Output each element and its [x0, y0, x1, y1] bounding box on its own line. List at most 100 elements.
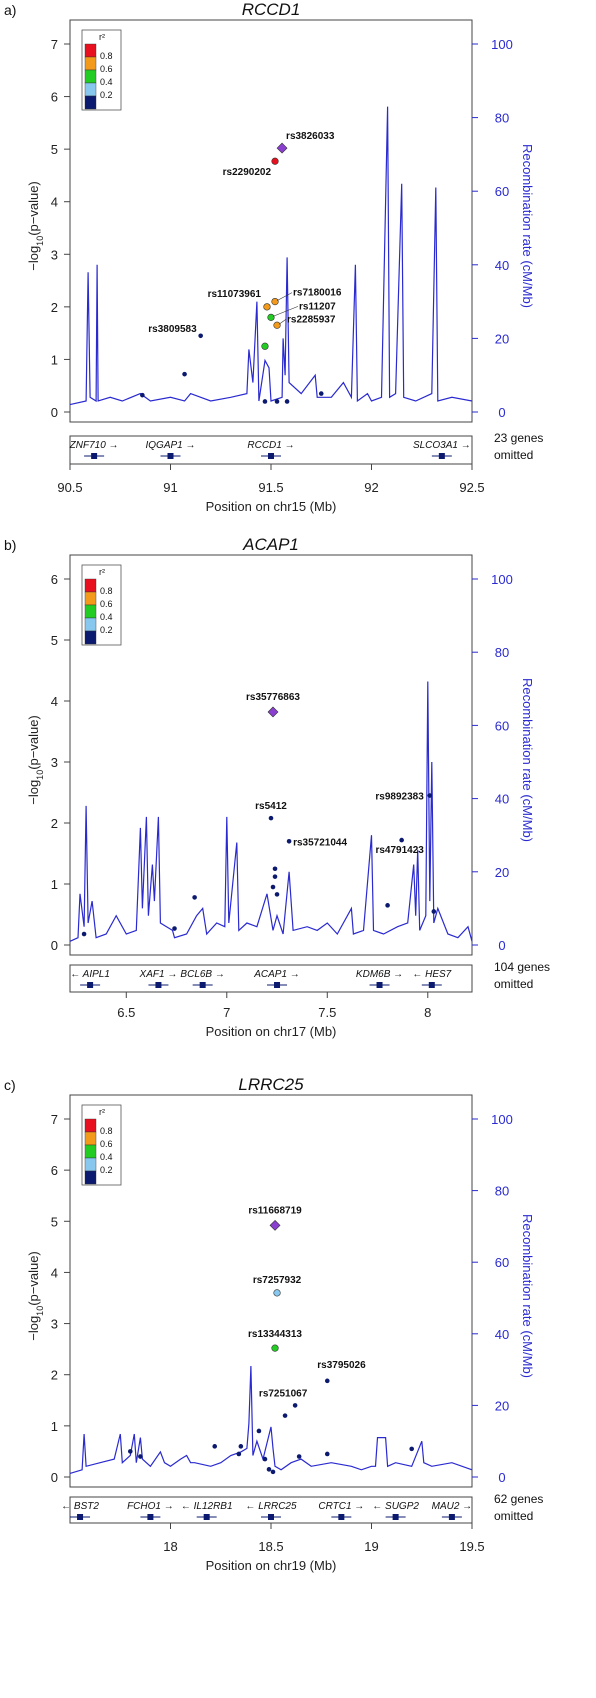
x-tick-label: 6.5 — [117, 1005, 135, 1020]
x-tick-label: 92.5 — [459, 480, 484, 495]
y-tick-label: 1 — [51, 352, 58, 367]
legend-swatch — [84, 95, 97, 110]
snp-point — [138, 1454, 143, 1459]
gene-label: KDM6B → — [356, 969, 403, 980]
genes-omitted-count: 104 genes — [494, 960, 550, 974]
snp-label: rs2290202 — [223, 167, 272, 178]
gene-label: IQGAP1 → — [145, 440, 195, 451]
snp-point — [236, 1451, 242, 1457]
gene-exon — [448, 1514, 455, 1520]
lead-snp-point — [267, 706, 279, 718]
snp-point — [268, 815, 274, 821]
x-tick-label: 19.5 — [459, 1539, 484, 1554]
genes-omitted-count: 62 genes — [494, 1492, 543, 1506]
snp-point — [284, 399, 290, 404]
gene-track-frame — [69, 964, 473, 993]
gene-label: FCHO1 → — [127, 1501, 174, 1512]
y-tick-label: 3 — [51, 1317, 58, 1332]
snp-point — [192, 895, 197, 900]
snp-label-leader — [276, 292, 293, 301]
y-tick-label: 4 — [51, 195, 58, 210]
snp-label: rs7251067 — [259, 1388, 308, 1399]
snp-label-leader — [278, 319, 287, 325]
snp-point — [266, 1467, 272, 1472]
legend-swatch — [84, 604, 97, 619]
x-tick-label: 18.5 — [258, 1539, 283, 1554]
legend-swatch — [84, 1157, 97, 1172]
legend-swatch — [84, 1118, 97, 1133]
legend-swatch — [84, 43, 97, 58]
plot-frame — [69, 19, 473, 423]
gene-exon — [268, 1514, 274, 1520]
plot-frame — [69, 554, 473, 956]
legend-swatch — [84, 617, 97, 632]
snp-label: rs5412 — [255, 801, 287, 812]
gene-label: ← BST2 — [61, 1501, 99, 1512]
right-tick-label: 80 — [495, 1184, 509, 1199]
y-axis-label-subscript: 10 — [35, 1306, 45, 1316]
gene-exon — [268, 453, 274, 459]
snp-label: rs35776863 — [246, 692, 300, 703]
legend-swatch — [84, 591, 97, 606]
y-tick-label: 2 — [51, 1368, 58, 1383]
gene-label: MAU2 → — [432, 1501, 473, 1512]
snp-point — [409, 1446, 415, 1452]
snp-point — [172, 926, 177, 931]
legend-swatch — [84, 82, 97, 97]
snp-label: rs9892383 — [375, 792, 424, 803]
y-tick-label: 7 — [51, 1112, 58, 1127]
snp-point — [270, 884, 276, 890]
gene-exon — [155, 982, 162, 988]
gene-exon — [77, 1514, 84, 1520]
gene-exon — [392, 1514, 399, 1520]
snp-point — [261, 342, 269, 350]
snp-point — [238, 1444, 244, 1449]
panel-label: b) — [4, 537, 16, 553]
chart-title: LRRC25 — [238, 1075, 304, 1094]
right-tick-label: 0 — [498, 1470, 505, 1485]
snp-label: rs11207 — [299, 301, 336, 312]
y-tick-label: 2 — [51, 816, 58, 831]
snp-point — [273, 1289, 281, 1297]
snp-point — [286, 839, 292, 844]
right-tick-label: 100 — [491, 1112, 513, 1127]
y-axis-label: −log10(p−value) — [26, 1251, 45, 1341]
gene-exon — [438, 453, 445, 459]
snp-label: rs11668719 — [248, 1205, 302, 1216]
legend-label: 0.6 — [100, 64, 113, 74]
legend-swatch — [84, 56, 97, 71]
y-tick-label: 2 — [51, 300, 58, 315]
chart-title: ACAP1 — [242, 535, 299, 554]
snp-point — [292, 1403, 298, 1408]
right-tick-label: 60 — [495, 184, 509, 199]
recombination-rate-line — [69, 106, 473, 406]
panel-acap1: b) ACAP1 0 1 2 3 4 5 6 −log10(p−value) 0 20 40 60 80 10… — [4, 535, 550, 1039]
snp-label: rs7180016 — [293, 288, 342, 299]
snp-point — [274, 399, 280, 404]
gene-label: BCL6B → — [180, 969, 224, 980]
snp-point — [81, 931, 87, 937]
right-tick-label: 20 — [495, 331, 509, 346]
gene-label: ← AIPL1 — [70, 969, 110, 980]
gene-label: XAF1 → — [139, 969, 178, 980]
genes-omitted-word: omitted — [494, 448, 533, 462]
x-tick-label: 8 — [424, 1005, 431, 1020]
right-tick-label: 40 — [495, 1327, 509, 1342]
gene-exon — [274, 982, 281, 988]
snp-point — [399, 837, 404, 843]
snp-point — [212, 1444, 218, 1449]
y-axis-label-rest: (p−value) — [26, 715, 41, 770]
legend-label: 0.8 — [100, 51, 113, 61]
y-axis-label: −log10(p−value) — [26, 715, 45, 805]
y-tick-label: 6 — [51, 1163, 58, 1178]
snp-label: rs35721044 — [293, 837, 347, 848]
legend-label: 0.2 — [100, 90, 113, 100]
gene-label: ← IL12RB1 — [181, 1501, 233, 1512]
gene-label: SLCO3A1 → — [413, 440, 471, 451]
y-tick-label: 5 — [51, 142, 58, 157]
snp-label: rs4791423 — [375, 845, 424, 856]
legend-label: 0.8 — [100, 586, 113, 596]
right-tick-label: 0 — [498, 938, 505, 953]
legend-label: 0.2 — [100, 625, 113, 635]
